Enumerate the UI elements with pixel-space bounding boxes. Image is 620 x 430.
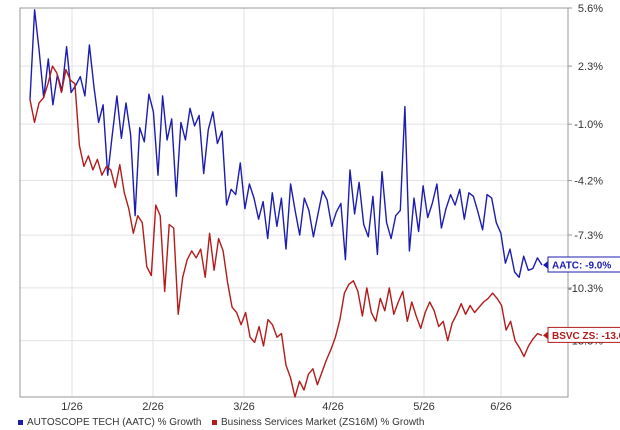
x-axis: 1/26 2/26 3/26 4/26 5/26 6/26 xyxy=(61,401,511,413)
y-axis: 5.6%2.3%-1.0%-4.2%-7.3%-10.3%-13.3% xyxy=(568,3,603,348)
y-tick-label: 5.6% xyxy=(578,3,603,15)
end-tag-label: AATC: -9.0% xyxy=(552,261,611,272)
end-tag-pointer xyxy=(543,331,548,340)
series-group xyxy=(29,9,543,398)
plot-frame xyxy=(19,7,569,398)
grid xyxy=(20,7,568,397)
y-tick-label: -7.3% xyxy=(574,230,603,242)
end-tag-pointer xyxy=(543,261,548,269)
series-end-tag-1: BSVC ZS: -13.0% xyxy=(543,326,620,343)
legend-item-1: Business Services Market (ZS16M) % Growt… xyxy=(212,417,424,428)
legend-swatch xyxy=(18,420,23,425)
series-line-0 xyxy=(29,9,543,278)
legend-label: Business Services Market (ZS16M) % Growt… xyxy=(221,417,424,428)
legend: AUTOSCOPE TECH (AATC) % Growth Business S… xyxy=(18,417,424,428)
end-tag-box xyxy=(547,326,620,343)
end-tag-label: BSVC ZS: -13.0% xyxy=(552,331,620,342)
y-tick-label: -10.3% xyxy=(568,283,603,295)
y-tick-label: 2.3% xyxy=(578,61,603,73)
x-tick-label: 3/26 xyxy=(233,401,254,413)
x-tick-label: 6/26 xyxy=(490,401,511,413)
end-tag-box xyxy=(547,256,620,273)
x-tick-label: 1/26 xyxy=(61,401,82,413)
legend-swatch xyxy=(212,420,217,425)
y-tick-label: -1.0% xyxy=(574,119,603,131)
x-tick-label: 4/26 xyxy=(322,401,343,413)
end-tags: AATC: -9.0% BSVC ZS: -13.0% xyxy=(543,256,620,343)
legend-item-0: AUTOSCOPE TECH (AATC) % Growth xyxy=(18,417,201,428)
x-tick-label: 5/26 xyxy=(413,401,434,413)
series-line-1 xyxy=(29,65,543,398)
legend-label: AUTOSCOPE TECH (AATC) % Growth xyxy=(27,417,201,428)
y-tick-label: -4.2% xyxy=(574,175,603,187)
series-end-tag-0: AATC: -9.0% xyxy=(543,256,620,273)
x-tick-label: 2/26 xyxy=(142,401,163,413)
